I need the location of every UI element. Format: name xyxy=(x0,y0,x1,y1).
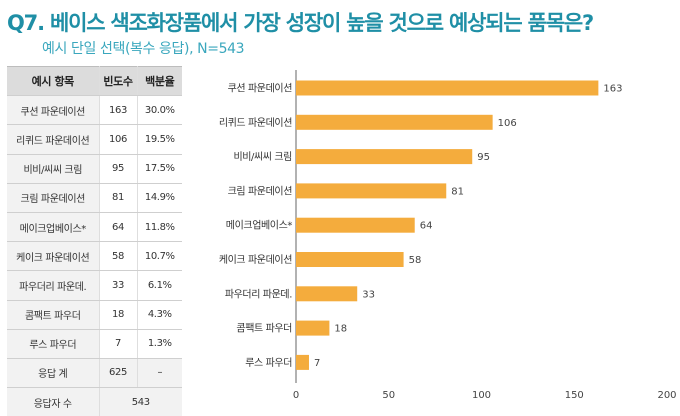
bar xyxy=(296,354,309,370)
page-title: Q7. 베이스 색조화장품에서 가장 성장이 높을 것으로 예상되는 품목은? xyxy=(7,11,594,35)
row-count: 58 xyxy=(99,241,138,272)
category-label: 메이크업베이스* xyxy=(226,219,293,232)
data-label: 106 xyxy=(498,118,517,129)
category-label: 케이크 파운데이션 xyxy=(219,254,292,266)
category-label: 크림 파운데이션 xyxy=(228,185,293,197)
row-count: 33 xyxy=(99,270,138,301)
table-row: 케이크 파운데이션 58 10.7% xyxy=(7,241,182,272)
row-count: 81 xyxy=(99,183,138,213)
total-percent: – xyxy=(137,358,182,389)
bar xyxy=(296,252,404,267)
row-percent: 10.7% xyxy=(137,241,182,272)
bar xyxy=(296,320,330,336)
row-item: 비비/씨씨 크림 xyxy=(7,154,100,184)
x-tick-label: 50 xyxy=(382,390,395,401)
table-row: 리퀴드 파운데이션 106 19.5% xyxy=(7,124,182,155)
category-label: 쿠션 파운데이션 xyxy=(228,83,293,95)
data-label: 95 xyxy=(477,152,490,163)
row-percent: 1.3% xyxy=(137,329,182,359)
table-row: 쿠션 파운데이션 163 30.0% xyxy=(7,95,182,126)
page-subtitle: 예시 단일 선택(복수 응답), N=543 xyxy=(42,41,245,57)
row-percent: 30.0% xyxy=(137,95,182,126)
category-label: 콤팩트 파우더 xyxy=(236,323,292,335)
row-percent: 17.5% xyxy=(137,154,182,184)
data-label: 33 xyxy=(362,289,375,300)
row-item: 콤팩트 파우더 xyxy=(7,300,100,330)
row-item: 크림 파운데이션 xyxy=(7,183,100,213)
header-count: 빈도수 xyxy=(99,65,138,97)
row-count: 18 xyxy=(99,300,138,330)
table-row: 비비/씨씨 크림 95 17.5% xyxy=(7,154,182,184)
data-label: 18 xyxy=(334,324,347,335)
row-item: 쿠션 파운데이션 xyxy=(7,95,100,126)
total-count: 625 xyxy=(99,358,138,389)
header-item: 예시 항목 xyxy=(7,65,100,97)
row-count: 163 xyxy=(99,95,138,126)
total-row: 응답 계 625 – xyxy=(7,358,182,389)
table-row: 크림 파운데이션 81 14.9% xyxy=(7,183,182,213)
bar xyxy=(296,286,358,302)
data-label: 7 xyxy=(314,358,320,369)
total-label: 응답 계 xyxy=(7,358,100,389)
row-count: 95 xyxy=(99,154,138,184)
row-item: 케이크 파운데이션 xyxy=(7,241,100,272)
bar xyxy=(296,149,473,165)
data-label: 58 xyxy=(409,255,422,266)
category-label: 파우더리 파운데. xyxy=(225,288,292,300)
row-item: 리퀴드 파운데이션 xyxy=(7,124,100,155)
x-tick-label: 200 xyxy=(657,390,676,401)
data-label: 81 xyxy=(451,186,464,197)
row-percent: 4.3% xyxy=(137,300,182,330)
bar xyxy=(296,217,415,233)
row-count: 64 xyxy=(99,212,138,243)
row-count: 7 xyxy=(99,329,138,359)
row-percent: 14.9% xyxy=(137,183,182,213)
bar xyxy=(296,80,599,96)
row-item: 파우더리 파운데. xyxy=(7,270,100,301)
frequency-table: 예시 항목 빈도수 백분율 쿠션 파운데이션 163 30.0% 리퀴드 파운데… xyxy=(7,65,182,416)
row-percent: 19.5% xyxy=(137,124,182,155)
table-row: 콤팩트 파우더 18 4.3% xyxy=(7,300,182,330)
x-tick-label: 150 xyxy=(565,390,584,401)
category-label: 리퀴드 파운데이션 xyxy=(219,117,292,129)
x-tick-label: 0 xyxy=(293,390,299,401)
row-item: 루스 파우더 xyxy=(7,329,100,359)
row-percent: 6.1% xyxy=(137,270,182,301)
header-percent: 백분율 xyxy=(137,65,182,97)
category-label: 루스 파우더 xyxy=(245,357,292,369)
data-label: 64 xyxy=(420,221,433,232)
table-row: 파우더리 파운데. 33 6.1% xyxy=(7,270,182,301)
row-count: 106 xyxy=(99,124,138,155)
table-header-row: 예시 항목 빈도수 백분율 xyxy=(7,65,182,97)
table-row: 루스 파우더 7 1.3% xyxy=(7,329,182,359)
bar xyxy=(296,183,447,199)
category-label: 비비/씨씨 크림 xyxy=(233,151,292,163)
row-item: 메이크업베이스* xyxy=(7,212,100,243)
bar xyxy=(296,114,493,130)
data-label: 163 xyxy=(603,84,622,95)
x-tick-label: 100 xyxy=(472,390,491,401)
table-row: 메이크업베이스* 64 11.8% xyxy=(7,212,182,243)
row-percent: 11.8% xyxy=(137,212,182,243)
